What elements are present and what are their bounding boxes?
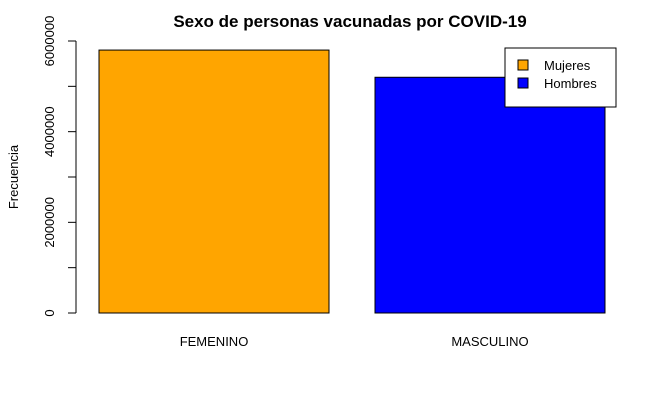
x-tick-label: FEMENINO [180,334,249,349]
x-tick-label: MASCULINO [451,334,528,349]
bar-femenino [98,49,330,314]
y-tick-label: 0 [42,309,57,316]
y-tick-label: 2000000 [42,197,57,248]
y-axis-label: Frecuencia [6,144,21,209]
legend-swatch-hombres [517,77,529,89]
legend: Mujeres Hombres [504,47,617,108]
y-tick-label: 4000000 [42,106,57,157]
legend-label: Hombres [544,76,597,91]
plot-area: FEMENINO MASCULINO 0 2000000 4000000 6000000 [42,16,606,349]
chart-title: Sexo de personas vacunadas por COVID-19 [173,12,526,31]
legend-label: Mujeres [544,58,591,73]
bar-masculino [374,76,606,314]
legend-swatch-mujeres [517,59,529,71]
y-tick-label: 6000000 [42,16,57,67]
